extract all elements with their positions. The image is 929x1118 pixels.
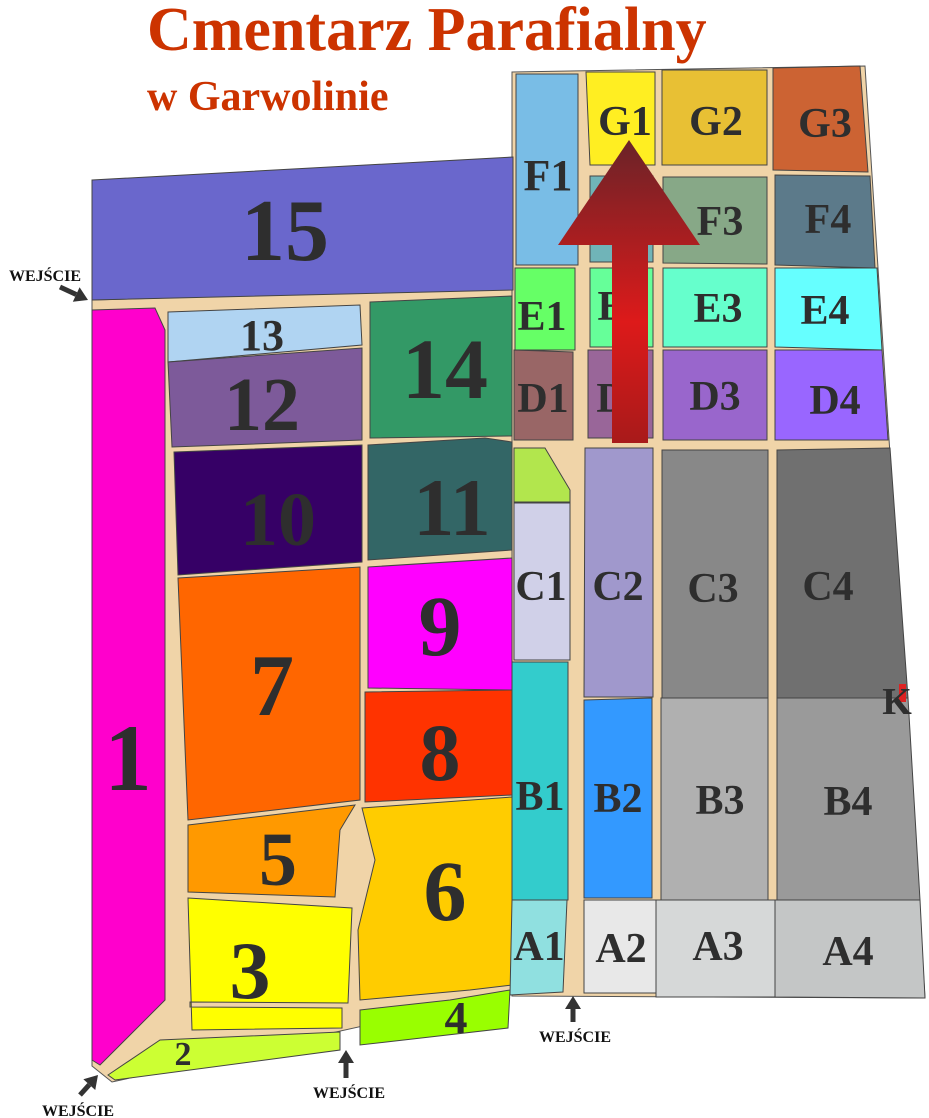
section-b1[interactable] [511, 661, 569, 901]
section-g2[interactable] [661, 69, 768, 166]
section-15[interactable] [91, 156, 514, 301]
section-label-b2: B2 [593, 776, 642, 822]
k-label: K [882, 681, 912, 723]
entrance-southeast[interactable]: WEJŚCIE [539, 996, 611, 1046]
section-g1[interactable] [585, 71, 656, 166]
section-11[interactable] [367, 437, 513, 561]
section-5[interactable] [187, 804, 356, 898]
section-label-b4: B4 [823, 779, 872, 825]
section-label-d3: D3 [689, 374, 740, 420]
section-label-d1: D1 [517, 376, 568, 422]
section-label-c3: C3 [687, 566, 738, 612]
section-3[interactable] [187, 897, 353, 1031]
entrance-west[interactable]: WEJŚCIE [9, 266, 88, 302]
section-label-15: 15 [241, 183, 329, 280]
section-label-b3: B3 [695, 778, 744, 824]
entrance-arrow-icon [78, 1082, 92, 1097]
section-4[interactable] [359, 989, 511, 1046]
map-title: Cmentarz Parafialny [147, 0, 707, 64]
entrance-label: WEJŚCIE [42, 1101, 114, 1118]
section-10[interactable] [173, 444, 363, 576]
entrance-southwest[interactable]: WEJŚCIE [42, 1075, 114, 1118]
section-label-b1: B1 [515, 774, 564, 820]
section-label-f3: F3 [697, 199, 744, 245]
entrance-label: WEJŚCIE [313, 1083, 385, 1102]
entrance-label: WEJŚCIE [9, 266, 81, 285]
section-c1[interactable] [513, 502, 571, 661]
section-label-c2: C2 [592, 564, 643, 610]
section-g3[interactable] [772, 65, 869, 173]
section-2[interactable] [107, 1031, 341, 1081]
section-label-f1: F1 [524, 151, 573, 200]
k-marker: K [882, 681, 912, 723]
section-13[interactable] [167, 304, 363, 363]
section-label-3: 3 [230, 925, 271, 1016]
section-label-14: 14 [402, 321, 488, 417]
section-label-g3: G3 [798, 101, 852, 147]
entrance-label: WEJŚCIE [539, 1027, 611, 1046]
north-arrow-icon [558, 140, 700, 443]
section-a1[interactable] [509, 899, 568, 996]
section-label-1: 1 [104, 705, 152, 811]
section-label-g1: G1 [598, 99, 652, 145]
section-label-f4: F4 [805, 197, 852, 243]
map-subtitle: w Garwolinie [147, 74, 388, 120]
section-label-4: 4 [445, 992, 468, 1043]
entrance-arrowhead-icon [338, 1050, 354, 1063]
entrance-arrow-icon [58, 284, 78, 297]
entrance-arrowhead-icon [565, 996, 581, 1009]
section-d3[interactable] [662, 349, 768, 441]
section-label-e3: E3 [693, 286, 742, 332]
section-c2[interactable] [583, 447, 654, 698]
section-a4[interactable] [774, 899, 926, 999]
section-label-5: 5 [259, 818, 297, 902]
section-label-a2: A2 [595, 926, 646, 972]
section-label-11: 11 [413, 462, 490, 553]
section-d1[interactable] [513, 349, 574, 441]
section-label-c4: C4 [802, 564, 853, 610]
section-label-10: 10 [240, 478, 316, 562]
section-label-12: 12 [224, 363, 300, 447]
section-b2[interactable] [583, 697, 653, 899]
section-e1[interactable] [514, 267, 576, 351]
section-12[interactable] [167, 347, 363, 448]
section-label-9: 9 [419, 578, 462, 674]
section-7[interactable] [177, 566, 361, 821]
section-unnamed[interactable] [513, 447, 571, 503]
section-label-a1: A1 [513, 924, 564, 970]
section-label-13: 13 [240, 311, 284, 360]
section-e3[interactable] [662, 267, 768, 348]
section-f1[interactable] [515, 73, 579, 266]
section-label-8: 8 [420, 707, 461, 798]
section-label-a3: A3 [692, 924, 743, 970]
section-label-2: 2 [175, 1036, 192, 1073]
section-14[interactable] [369, 295, 513, 439]
section-d4[interactable] [774, 349, 889, 441]
section-label-6: 6 [424, 843, 467, 939]
entrance-arrowhead-icon [72, 287, 88, 302]
section-label-g2: G2 [689, 99, 743, 145]
section-label-d4: D4 [809, 378, 860, 424]
entrance-south[interactable]: WEJŚCIE [313, 1050, 385, 1102]
section-label-e1: E1 [517, 294, 566, 340]
section-label-7: 7 [250, 638, 294, 735]
section-label-c1: C1 [515, 564, 566, 610]
section-label-e4: E4 [800, 288, 849, 334]
section-1[interactable] [91, 307, 166, 1066]
section-label-a4: A4 [822, 929, 873, 975]
entrance-arrowhead-icon [83, 1075, 98, 1091]
